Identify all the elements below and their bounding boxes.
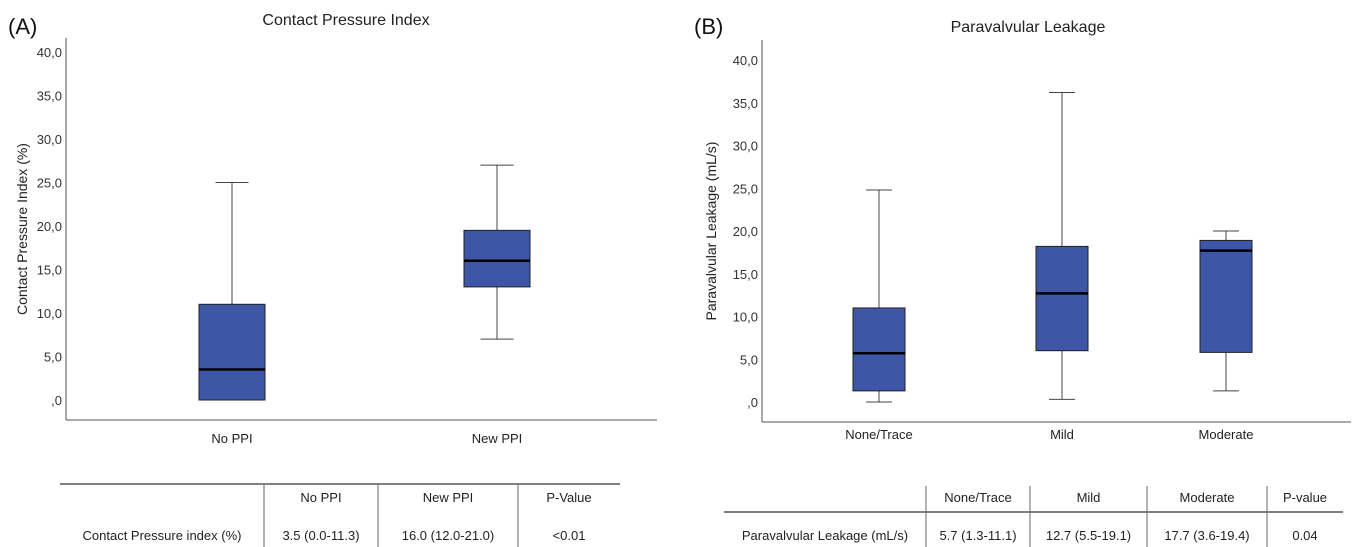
- y-tick-label: 10,0: [37, 306, 62, 321]
- y-axis-label: Paravalvular Leakage (mL/s): [703, 142, 719, 321]
- y-tick-label: 35,0: [37, 89, 62, 104]
- table-value-cell: 12.7 (5.5-19.1): [1046, 528, 1131, 543]
- y-tick-label: 40,0: [733, 53, 758, 68]
- box-mild: [1035, 245, 1089, 352]
- y-tick-label: ,0: [747, 395, 758, 410]
- y-tick-label: 30,0: [733, 139, 758, 154]
- y-tick-label: 25,0: [37, 176, 62, 191]
- table-value-cell: 0.04: [1292, 528, 1317, 543]
- table-value-cell: 17.7 (3.6-19.4): [1164, 528, 1249, 543]
- y-tick-label: 40,0: [37, 45, 62, 60]
- y-tick-label: 35,0: [733, 96, 758, 111]
- y-tick-label: 15,0: [37, 263, 62, 278]
- table-header-cell: No PPI: [300, 490, 341, 505]
- table-header-cell: None/Trace: [944, 490, 1011, 505]
- table-row-label: Paravalvular Leakage (mL/s): [742, 528, 908, 543]
- table-value-cell: <0.01: [553, 528, 586, 543]
- y-tick-label: 5,0: [44, 350, 62, 365]
- box-moderate: [1199, 239, 1253, 353]
- table-header-cell: New PPI: [423, 490, 474, 505]
- y-axis-label: Contact Pressure Index (%): [14, 143, 30, 315]
- x-category-label: Moderate: [1199, 427, 1254, 442]
- table-header-cell: P-Value: [546, 490, 591, 505]
- y-tick-label: 5,0: [740, 352, 758, 367]
- y-tick-label: 20,0: [37, 219, 62, 234]
- chart-title: Contact Pressure Index: [262, 12, 429, 29]
- box-no-ppi: [198, 303, 266, 401]
- table-row-label: Contact Pressure index (%): [83, 528, 242, 543]
- table-header-cell: Mild: [1077, 490, 1101, 505]
- table-value-cell: 16.0 (12.0-21.0): [402, 528, 495, 543]
- x-category-label: No PPI: [211, 431, 252, 446]
- y-tick-label: 15,0: [733, 267, 758, 282]
- y-tick-label: 20,0: [733, 224, 758, 239]
- y-tick-label: 25,0: [733, 181, 758, 196]
- table-value-cell: 5.7 (1.3-11.1): [939, 528, 1016, 543]
- x-category-label: None/Trace: [845, 427, 912, 442]
- y-tick-label: 30,0: [37, 132, 62, 147]
- table-value-cell: 3.5 (0.0-11.3): [282, 528, 359, 543]
- chart-title: Paravalvular Leakage: [951, 19, 1106, 36]
- x-category-label: Mild: [1050, 427, 1074, 442]
- panel-label: (A): [8, 14, 37, 39]
- y-tick-label: ,0: [51, 393, 62, 408]
- table-header-cell: P-value: [1283, 490, 1327, 505]
- panel-label: (B): [694, 14, 723, 39]
- box-none-trace: [852, 307, 906, 392]
- x-category-label: New PPI: [472, 431, 523, 446]
- y-tick-label: 10,0: [733, 310, 758, 325]
- table-header-cell: Moderate: [1180, 490, 1235, 505]
- box-new-ppi: [463, 229, 531, 288]
